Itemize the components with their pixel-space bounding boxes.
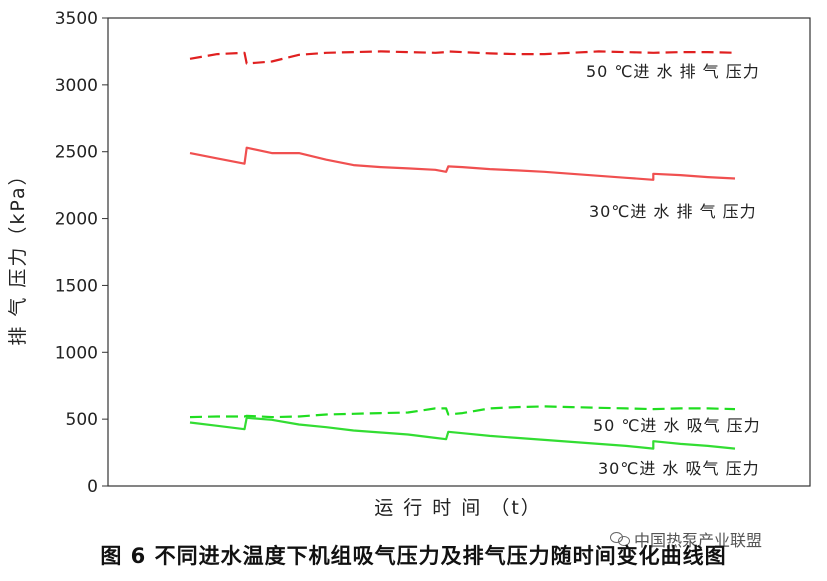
series-label-30c-discharge: 30℃进 水 排 气 压力 [589, 202, 757, 221]
y-tick-label: 0 [87, 477, 98, 497]
series-label-30c-suction: 30℃进 水 吸气 压力 [598, 459, 760, 478]
y-tick-label: 3000 [55, 76, 98, 96]
y-tick-label: 2500 [55, 143, 98, 163]
series-layer [189, 50, 736, 450]
x-axis-title: 运 行 时 间 （t） [374, 497, 542, 519]
y-tick-label: 500 [66, 410, 98, 430]
series-label-50c-discharge: 50 ℃进 水 排 气 压力 [586, 62, 760, 81]
series-label-50c-suction: 50 ℃进 水 吸气 压力 [593, 416, 761, 435]
watermark: 中国热泵产业联盟 [610, 527, 762, 551]
watermark-text: 中国热泵产业联盟 [634, 531, 763, 550]
y-tick-label: 1500 [55, 276, 98, 296]
series-line-50c-discharge [189, 50, 736, 65]
wechat-icon [610, 532, 630, 546]
y-axis-ticks: 0 500 1000 1500 2000 2500 3000 3500 [55, 9, 108, 497]
series-line-30c-discharge [189, 146, 736, 181]
plot-frame [107, 17, 811, 487]
series-line-30c-suction [189, 416, 736, 450]
series-line-50c-suction [189, 405, 736, 419]
y-tick-label: 1000 [55, 343, 98, 363]
figure-caption: 图 6 不同进水温度下机组吸气压力及排气压力随时间变化曲线图 [100, 544, 727, 568]
y-tick-label: 2000 [55, 210, 98, 230]
y-tick-label: 3500 [55, 9, 98, 29]
y-axis-title: 排 气 压力（kPa） [7, 164, 29, 345]
